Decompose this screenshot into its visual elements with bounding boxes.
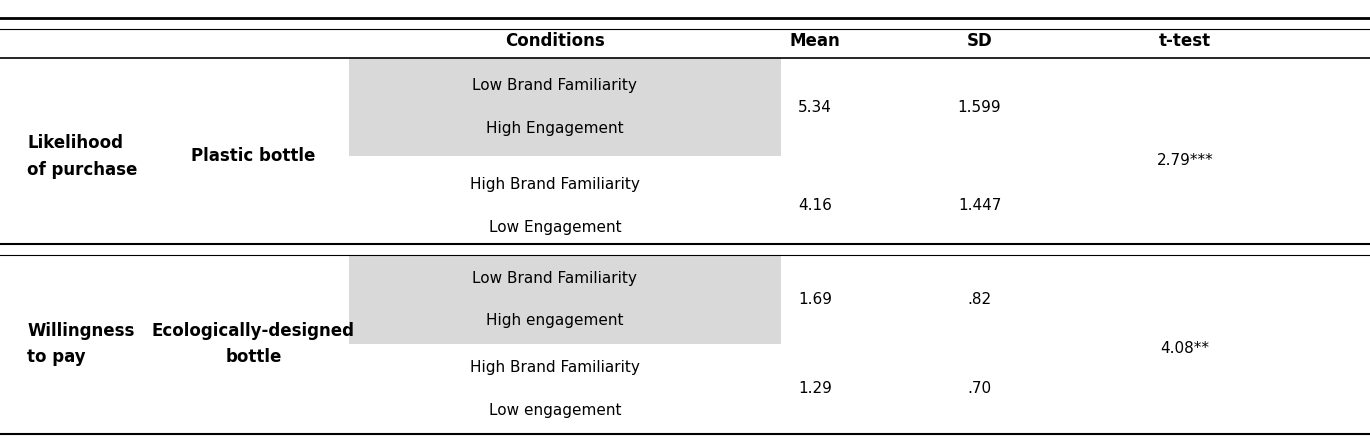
Bar xyxy=(349,255,781,344)
Text: 4.16: 4.16 xyxy=(799,198,832,213)
Text: SD: SD xyxy=(967,32,992,51)
Text: .82: .82 xyxy=(967,292,992,307)
Text: High Engagement: High Engagement xyxy=(486,121,623,136)
Text: High engagement: High engagement xyxy=(486,313,623,329)
Text: 1.599: 1.599 xyxy=(958,100,1001,115)
Text: Plastic bottle: Plastic bottle xyxy=(192,148,315,165)
Text: 4.08**: 4.08** xyxy=(1160,341,1210,356)
Bar xyxy=(349,58,781,156)
Text: 1.29: 1.29 xyxy=(799,381,832,396)
Text: 5.34: 5.34 xyxy=(799,100,832,115)
Text: Low engagement: Low engagement xyxy=(489,403,621,418)
Text: .70: .70 xyxy=(967,381,992,396)
Text: Low Brand Familiarity: Low Brand Familiarity xyxy=(473,78,637,93)
Text: Mean: Mean xyxy=(789,32,841,51)
Text: 1.69: 1.69 xyxy=(799,292,832,307)
Text: Likelihood
of purchase: Likelihood of purchase xyxy=(27,134,138,179)
Text: Low Engagement: Low Engagement xyxy=(489,219,621,235)
Text: High Brand Familiarity: High Brand Familiarity xyxy=(470,177,640,192)
Text: t-test: t-test xyxy=(1159,32,1211,51)
Text: Willingness
to pay: Willingness to pay xyxy=(27,322,134,367)
Text: High Brand Familiarity: High Brand Familiarity xyxy=(470,360,640,375)
Text: Low Brand Familiarity: Low Brand Familiarity xyxy=(473,270,637,286)
Text: 2.79***: 2.79*** xyxy=(1156,153,1214,169)
Text: Conditions: Conditions xyxy=(506,32,604,51)
Text: Ecologically-designed
bottle: Ecologically-designed bottle xyxy=(152,322,355,367)
Text: 1.447: 1.447 xyxy=(958,198,1001,213)
